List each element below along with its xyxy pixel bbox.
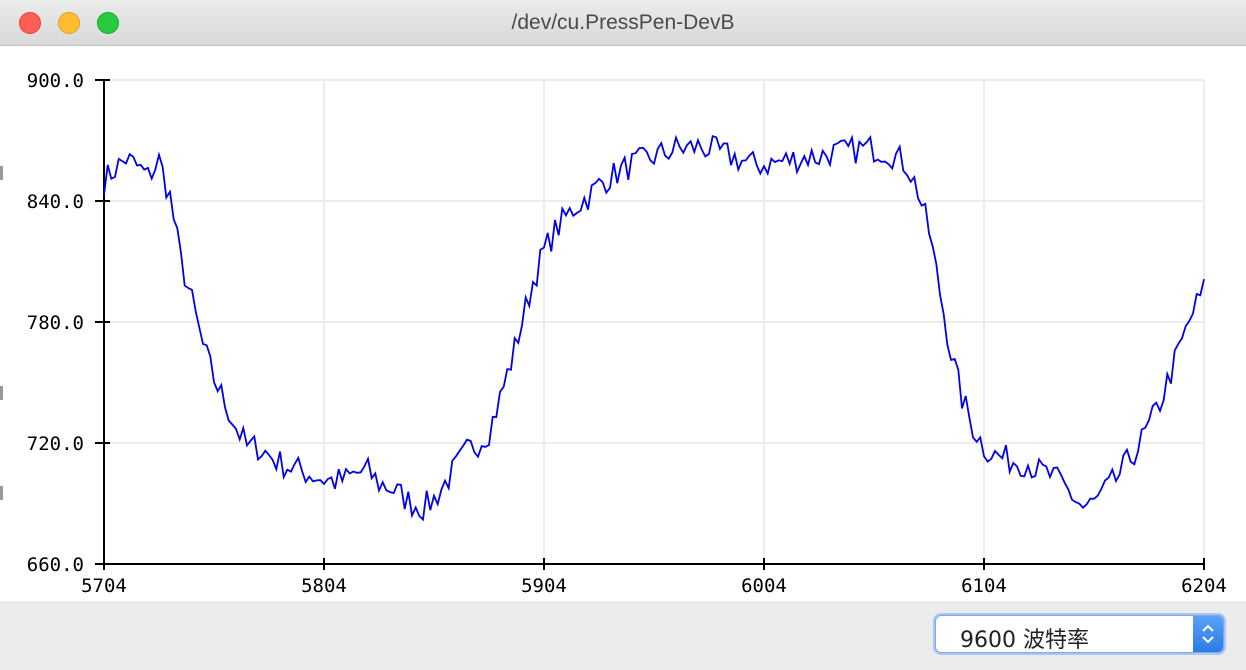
x-tick-label: 5904 xyxy=(521,575,567,597)
x-tick-label: 6004 xyxy=(741,575,787,597)
zoom-window-button[interactable] xyxy=(97,12,119,34)
left-edge-mark xyxy=(0,386,3,400)
baud-rate-value: 9600 波特率 xyxy=(960,628,1089,653)
serial-plot-chart: 660.0 720.0 780.0 840.0 900.0 5704 5804 5904 600… xyxy=(27,70,1227,597)
y-tick-label: 900.0 xyxy=(27,70,84,92)
updown-chevron-icon[interactable] xyxy=(1193,616,1223,652)
x-tick-label: 5804 xyxy=(301,575,347,597)
plotter-footer: 9600 波特率 xyxy=(0,601,1246,670)
y-tick-label: 720.0 xyxy=(27,433,84,455)
x-tick-label: 6104 xyxy=(961,575,1007,597)
y-tick-label: 780.0 xyxy=(27,312,84,334)
window-title: /dev/cu.PressPen-DevB xyxy=(511,11,735,34)
left-edge-mark xyxy=(0,166,3,180)
x-tick-label: 6204 xyxy=(1181,575,1227,597)
window-titlebar: /dev/cu.PressPen-DevB xyxy=(0,0,1246,46)
minimize-window-button[interactable] xyxy=(58,12,80,34)
close-window-button[interactable] xyxy=(19,12,41,34)
serial-plotter-area: 660.0 720.0 780.0 840.0 900.0 5704 5804 5904 600… xyxy=(0,46,1246,601)
series-line xyxy=(103,134,1205,522)
x-tick-label: 5704 xyxy=(81,575,127,597)
baud-rate-select[interactable]: 9600 波特率 xyxy=(935,615,1224,653)
y-tick-label: 660.0 xyxy=(27,554,84,576)
y-tick-label: 840.0 xyxy=(27,191,84,213)
left-edge-mark xyxy=(0,486,3,500)
